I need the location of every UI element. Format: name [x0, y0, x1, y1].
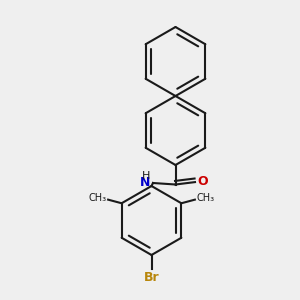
- Text: N: N: [140, 176, 151, 189]
- Text: O: O: [197, 175, 208, 188]
- Text: Br: Br: [144, 271, 159, 284]
- Text: H: H: [142, 171, 151, 182]
- Text: CH₃: CH₃: [88, 194, 106, 203]
- Text: CH₃: CH₃: [196, 194, 214, 203]
